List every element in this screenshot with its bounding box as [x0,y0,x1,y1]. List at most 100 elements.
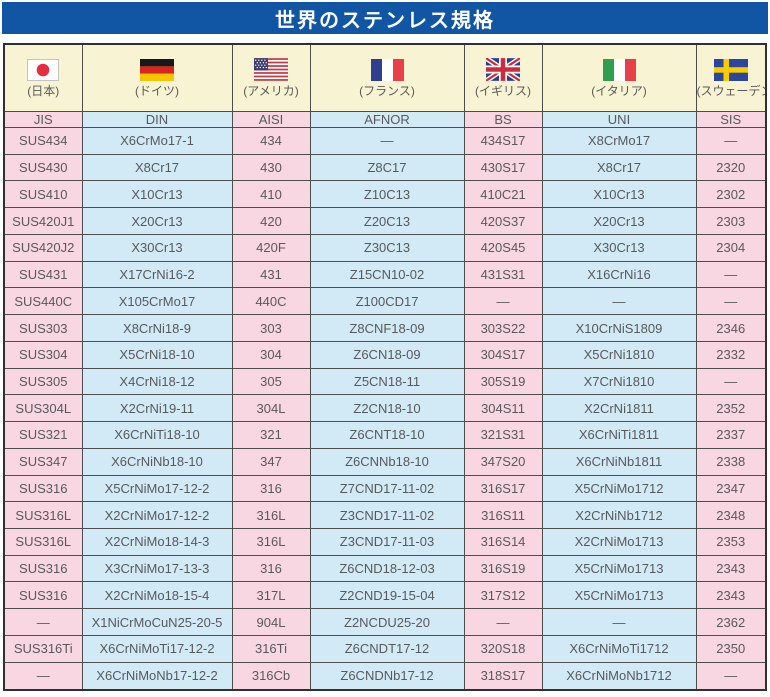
table-cell: 2338 [695,447,767,476]
standard-header-din: DIN [81,111,233,128]
table-cell: — [463,608,543,636]
table-cell: 410 [231,180,311,209]
table-row: SUS305 X4CrNi18-12 305 Z5CN18-11 305S19 X7CrN… [3,367,767,396]
table-cell: SUS316 [3,474,83,503]
table-cell: SUS305 [3,367,83,396]
table-cell: — [463,287,543,316]
table-cell: X8Cr17 [541,153,697,182]
table-row: — X1NiCrMoCuN25-20-5 904L Z2NCDU25-20— —2362 [3,608,767,636]
table-cell: 2352 [695,394,767,423]
table-cell: X20Cr13 [81,207,233,235]
table-cell: 2362 [695,608,767,636]
table-cell: X2CrNi1811 [541,394,697,423]
table-cell: X5CrNiMo1713 [541,554,697,583]
table-cell: 420S37 [463,207,543,235]
table-cell: SUS431 [3,260,83,289]
table-cell: 410C21 [463,180,543,209]
table-cell: 2332 [695,340,767,369]
table-cell: X17CrNi16-2 [81,260,233,289]
table-cell: Z5CN18-11 [309,367,465,396]
table-cell: 2320 [695,153,767,182]
table-row: SUS347 X6CrNiNb18-10 347 Z6CNNb18-10 347S20 X… [3,447,767,476]
table-cell: 316L [231,501,311,530]
table-cell: SUS316 [3,581,83,610]
table-cell: X2CrNiNb1712 [541,501,697,530]
table-cell: 2348 [695,501,767,530]
country-header-sweden: (スウェーデン) [695,43,767,112]
table-cell: 305 [231,367,311,396]
table-cell: X20Cr13 [541,207,697,235]
table-cell: 303 [231,314,311,342]
table-cell: SUS420J1 [3,207,83,235]
country-label: (ドイツ) [135,83,179,98]
table-cell: SUS304L [3,394,83,423]
table-cell: 2350 [695,634,767,663]
standards-table-wrap: (日本) (ドイツ) (アメリカ) (フランス) (イギリス) (イタリア) (スウェーデン… [3,43,767,691]
table-cell: 316L [231,528,311,556]
country-header-uk: (イギリス) [463,43,543,112]
table-cell: Z6CNT18-10 [309,421,465,449]
table-cell: — [695,287,767,316]
table-cell: SUS434 [3,127,83,155]
sweden-flag-icon [697,58,765,81]
table-cell: 316S11 [463,501,543,530]
country-flags-row: (日本) (ドイツ) (アメリカ) (フランス) (イギリス) (イタリア) (スウェーデン… [3,43,767,112]
country-label: (イギリス) [475,84,531,98]
table-row: SUS430 X8Cr17 430 Z8C17 430S17 X8Cr17 2320 [3,153,767,182]
table-cell: Z7CND17-11-02 [309,474,465,503]
table-cell: SUS410 [3,180,83,209]
table-cell: Z2CND19-15-04 [309,581,465,610]
table-cell: 303S22 [463,314,543,342]
standard-header-jis: JIS [3,111,83,128]
table-cell: — [541,287,697,316]
table-cell: X2CrNiMo18-15-4 [81,581,233,610]
table-cell: X7CrNi1810 [541,367,697,396]
table-cell: X30Cr13 [541,233,697,262]
table-row: SUS316L X2CrNiMo18-14-3 316L Z3CND17-11-03 3… [3,528,767,556]
standard-header-sis: SIS [695,111,767,128]
table-row: SUS316Ti X6CrNiMoTi17-12-2 316Ti Z6CNDT17-1… [3,634,767,663]
table-cell: X6CrNiMoTi17-12-2 [81,634,233,663]
table-cell: 2303 [695,207,767,235]
table-cell: X5CrNiMo1712 [541,474,697,503]
table-row: SUS420J2 X30Cr13 420F Z30C13 420S45 X30Cr13 23… [3,233,767,262]
table-cell: 320S18 [463,634,543,663]
usa-flag-icon [233,58,309,81]
table-cell: X5CrNiMo17-12-2 [81,474,233,503]
table-cell: X105CrMo17 [81,287,233,316]
table-cell: 2347 [695,474,767,503]
table-cell: X10CrNiS1809 [541,314,697,342]
table-cell: X10Cr13 [541,180,697,209]
table-cell: X5CrNi18-10 [81,340,233,369]
table-cell: 431 [231,260,311,289]
table-cell: 317S12 [463,581,543,610]
country-header-france: (フランス) [309,43,465,112]
table-row: SUS410 X10Cr13 410 Z10C13 410C21 X10Cr13 2302 [3,180,767,209]
table-cell: 2353 [695,528,767,556]
table-cell: 430S17 [463,153,543,182]
uk-flag-icon [465,58,541,81]
table-cell: Z2CN18-10 [309,394,465,423]
table-cell: 904L [231,608,311,636]
table-cell: — [3,608,83,636]
table-cell: 347 [231,447,311,476]
table-cell: — [695,661,767,691]
table-cell: X30Cr13 [81,233,233,262]
table-cell: — [3,661,83,691]
italy-flag-icon [543,58,695,81]
table-cell: Z30C13 [309,233,465,262]
table-cell: Z15CN10-02 [309,260,465,289]
table-cell: 2346 [695,314,767,342]
table-cell: 321 [231,421,311,449]
country-label: (日本) [27,83,60,98]
country-header-germany: (ドイツ) [81,43,233,112]
table-cell: 316Ti [231,634,311,663]
country-header-japan: (日本) [3,43,83,112]
table-row: SUS440C X105CrMo17 440C Z100CD17— — — [3,287,767,316]
table-row: SUS321 X6CrNiTi18-10 321 Z6CNT18-10 321S31 X6… [3,421,767,449]
table-cell: X5CrNiMo1713 [541,581,697,610]
country-label: (イタリア) [591,83,647,98]
table-cell: 316S14 [463,528,543,556]
table-cell: 316S19 [463,554,543,583]
table-cell: SUS321 [3,421,83,449]
